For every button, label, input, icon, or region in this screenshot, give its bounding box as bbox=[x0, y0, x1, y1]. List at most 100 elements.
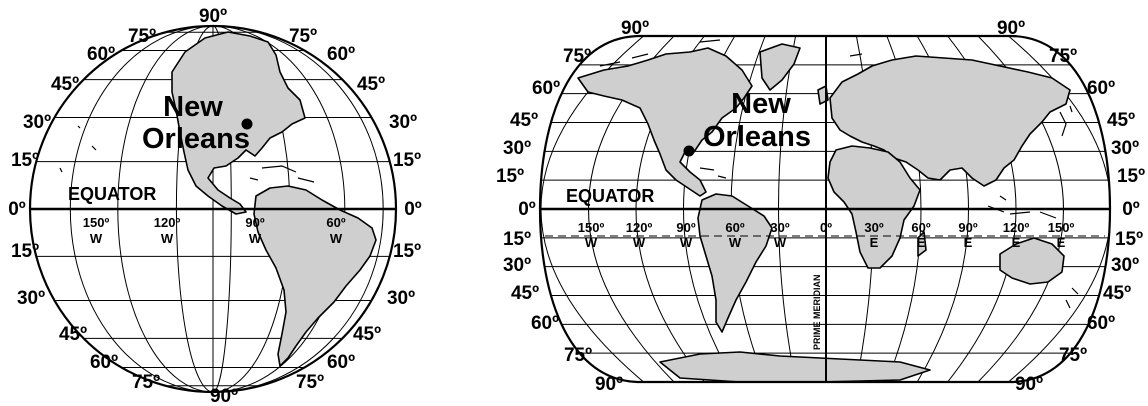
world-left-latitude-label: 90º bbox=[621, 18, 649, 39]
globe-left-latitude-label: 60º bbox=[87, 44, 115, 65]
world-left-latitude-label: 75º bbox=[563, 46, 591, 67]
globe-right-latitude-label: 60º bbox=[327, 352, 355, 373]
world-left-latitude-label: 45º bbox=[511, 283, 539, 304]
world-right-latitude-label: 75º bbox=[1049, 46, 1077, 67]
world-longitude-direction: E bbox=[964, 235, 973, 250]
globe-city-label-line1: New bbox=[163, 91, 223, 123]
world-longitude-direction: E bbox=[917, 235, 926, 250]
globe-left-latitude-label: 15º bbox=[11, 150, 39, 171]
world-left-latitude-label: 15º bbox=[496, 166, 524, 187]
globe-north-pole-label: 90º bbox=[199, 6, 227, 27]
caribbean-islands bbox=[699, 167, 727, 179]
globe-right-latitude-label: 0º bbox=[404, 199, 422, 220]
globe-longitude-degree: 90º bbox=[245, 215, 264, 230]
world-longitude-degree: 30º bbox=[770, 220, 789, 235]
world-longitude-degree: 150º bbox=[1048, 220, 1075, 235]
globe-left-latitude-label: 30º bbox=[17, 288, 45, 309]
pacific-islands bbox=[59, 125, 97, 173]
globe-longitude-degree: 120º bbox=[154, 215, 181, 230]
antarctica-landmass bbox=[659, 351, 931, 382]
globe-left-latitude-label: 75º bbox=[132, 372, 160, 393]
world-city-label-line2: Orleans bbox=[703, 121, 811, 153]
globe-right-latitude-label: 45º bbox=[353, 324, 381, 345]
world-equator-label: EQUATOR bbox=[566, 186, 654, 206]
globe-right-latitude-label: 30º bbox=[387, 288, 415, 309]
globe-left-latitude-label: 60º bbox=[90, 352, 118, 373]
globe-right-latitude-label: 60º bbox=[327, 44, 355, 65]
world-longitude-degree: 60º bbox=[725, 220, 744, 235]
world-left-latitude-label: 60º bbox=[531, 313, 559, 334]
south-america-landmass bbox=[697, 193, 773, 333]
world-left-latitude-label: 30º bbox=[503, 138, 531, 159]
africa-landmass bbox=[827, 145, 921, 269]
world-longitude-degree: 120º bbox=[626, 220, 653, 235]
world-right-latitude-label: 90º bbox=[997, 18, 1025, 39]
japan-islands bbox=[1059, 105, 1073, 137]
world-longitude-direction: E bbox=[1057, 235, 1066, 250]
world-longitude-degree: 120º bbox=[1003, 220, 1030, 235]
world-longitude-degree: 60º bbox=[911, 220, 930, 235]
world-right-latitude-label: 60º bbox=[1087, 78, 1115, 99]
world-left-latitude-label: 0º bbox=[518, 199, 536, 220]
globe-longitude-direction: W bbox=[161, 231, 174, 246]
globe-left-latitude-label: 0º bbox=[8, 199, 26, 220]
world-city-label-line1: New bbox=[731, 88, 791, 120]
globe-longitude-direction: W bbox=[90, 231, 103, 246]
world-longitude-direction: W bbox=[680, 235, 693, 250]
globe-city-marker bbox=[241, 118, 253, 130]
globe-longitude-labels: 150º W 120º W 90º W 60º W bbox=[83, 215, 346, 246]
world-left-latitude-label: 90º bbox=[595, 374, 623, 395]
globe-left-latitude-label: 75º bbox=[128, 26, 156, 47]
greenland-landmass bbox=[759, 43, 801, 91]
globe-longitude-degree: 150º bbox=[83, 215, 110, 230]
world-longitude-degree: 90º bbox=[958, 220, 977, 235]
globe-longitude-degree: 60º bbox=[326, 215, 345, 230]
globe-left-latitude-label: 45º bbox=[59, 324, 87, 345]
hemisphere-map: 90º 90º 75º 60º 45º 30º 15º 0º 15º 30º 4… bbox=[8, 6, 422, 406]
world-longitude-degree: 30º bbox=[864, 220, 883, 235]
world-longitude-direction: W bbox=[633, 235, 646, 250]
globe-longitude-direction: W bbox=[330, 231, 343, 246]
globe-longitude-direction: W bbox=[249, 231, 262, 246]
globe-equator-label: EQUATOR bbox=[68, 184, 156, 204]
world-longitude-labels: 150º W 120º W 90º W 60º W 30º W 0º 30º E… bbox=[578, 220, 1075, 250]
madagascar-landmass bbox=[917, 231, 927, 257]
globe-left-latitude-label: 45º bbox=[51, 74, 79, 95]
world-right-latitude-label: 75º bbox=[1059, 345, 1087, 366]
south-america-landmass bbox=[253, 185, 377, 367]
world-city-marker bbox=[683, 145, 695, 157]
globe-right-latitude-label: 15º bbox=[393, 150, 421, 171]
world-right-latitude-label: 0º bbox=[1122, 199, 1140, 220]
world-right-latitude-label: 60º bbox=[1087, 313, 1115, 334]
world-left-latitude-label: 30º bbox=[503, 255, 531, 276]
globe-city-label-line2: Orleans bbox=[142, 123, 250, 155]
globe-right-latitude-label: 30º bbox=[389, 112, 417, 133]
new-zealand-islands bbox=[1065, 287, 1079, 309]
world-longitude-degree: 90º bbox=[676, 220, 695, 235]
world-longitude-direction: W bbox=[585, 235, 598, 250]
world-left-latitude-label: 75º bbox=[564, 345, 592, 366]
globe-left-latitude-label: 15º bbox=[11, 241, 39, 262]
world-longitude-direction: E bbox=[1012, 235, 1021, 250]
world-right-latitude-label: 45º bbox=[1103, 283, 1131, 304]
world-longitude-direction: W bbox=[729, 235, 742, 250]
caribbean-islands bbox=[249, 165, 315, 183]
australia-landmass bbox=[999, 237, 1065, 285]
world-longitude-direction: W bbox=[774, 235, 787, 250]
globe-left-latitude-label: 30º bbox=[23, 112, 51, 133]
arctic-islands bbox=[599, 39, 863, 67]
north-america-landmass bbox=[171, 31, 306, 215]
world-map-outline bbox=[538, 34, 1112, 384]
world-right-latitude-label: 15º bbox=[1117, 166, 1145, 187]
world-longitude-degree: 150º bbox=[578, 220, 605, 235]
world-longitude-direction: E bbox=[870, 235, 879, 250]
world-right-latitude-label: 45º bbox=[1107, 110, 1135, 131]
world-right-latitude-label: 30º bbox=[1111, 138, 1139, 159]
world-right-latitude-label: 30º bbox=[1111, 255, 1139, 276]
indonesia-islands bbox=[987, 195, 1057, 219]
world-longitude-degree: 0º bbox=[820, 220, 832, 235]
world-left-latitude-label: 15º bbox=[503, 229, 531, 250]
globe-right-latitude-label: 45º bbox=[357, 74, 385, 95]
world-left-latitude-label: 45º bbox=[510, 110, 538, 131]
